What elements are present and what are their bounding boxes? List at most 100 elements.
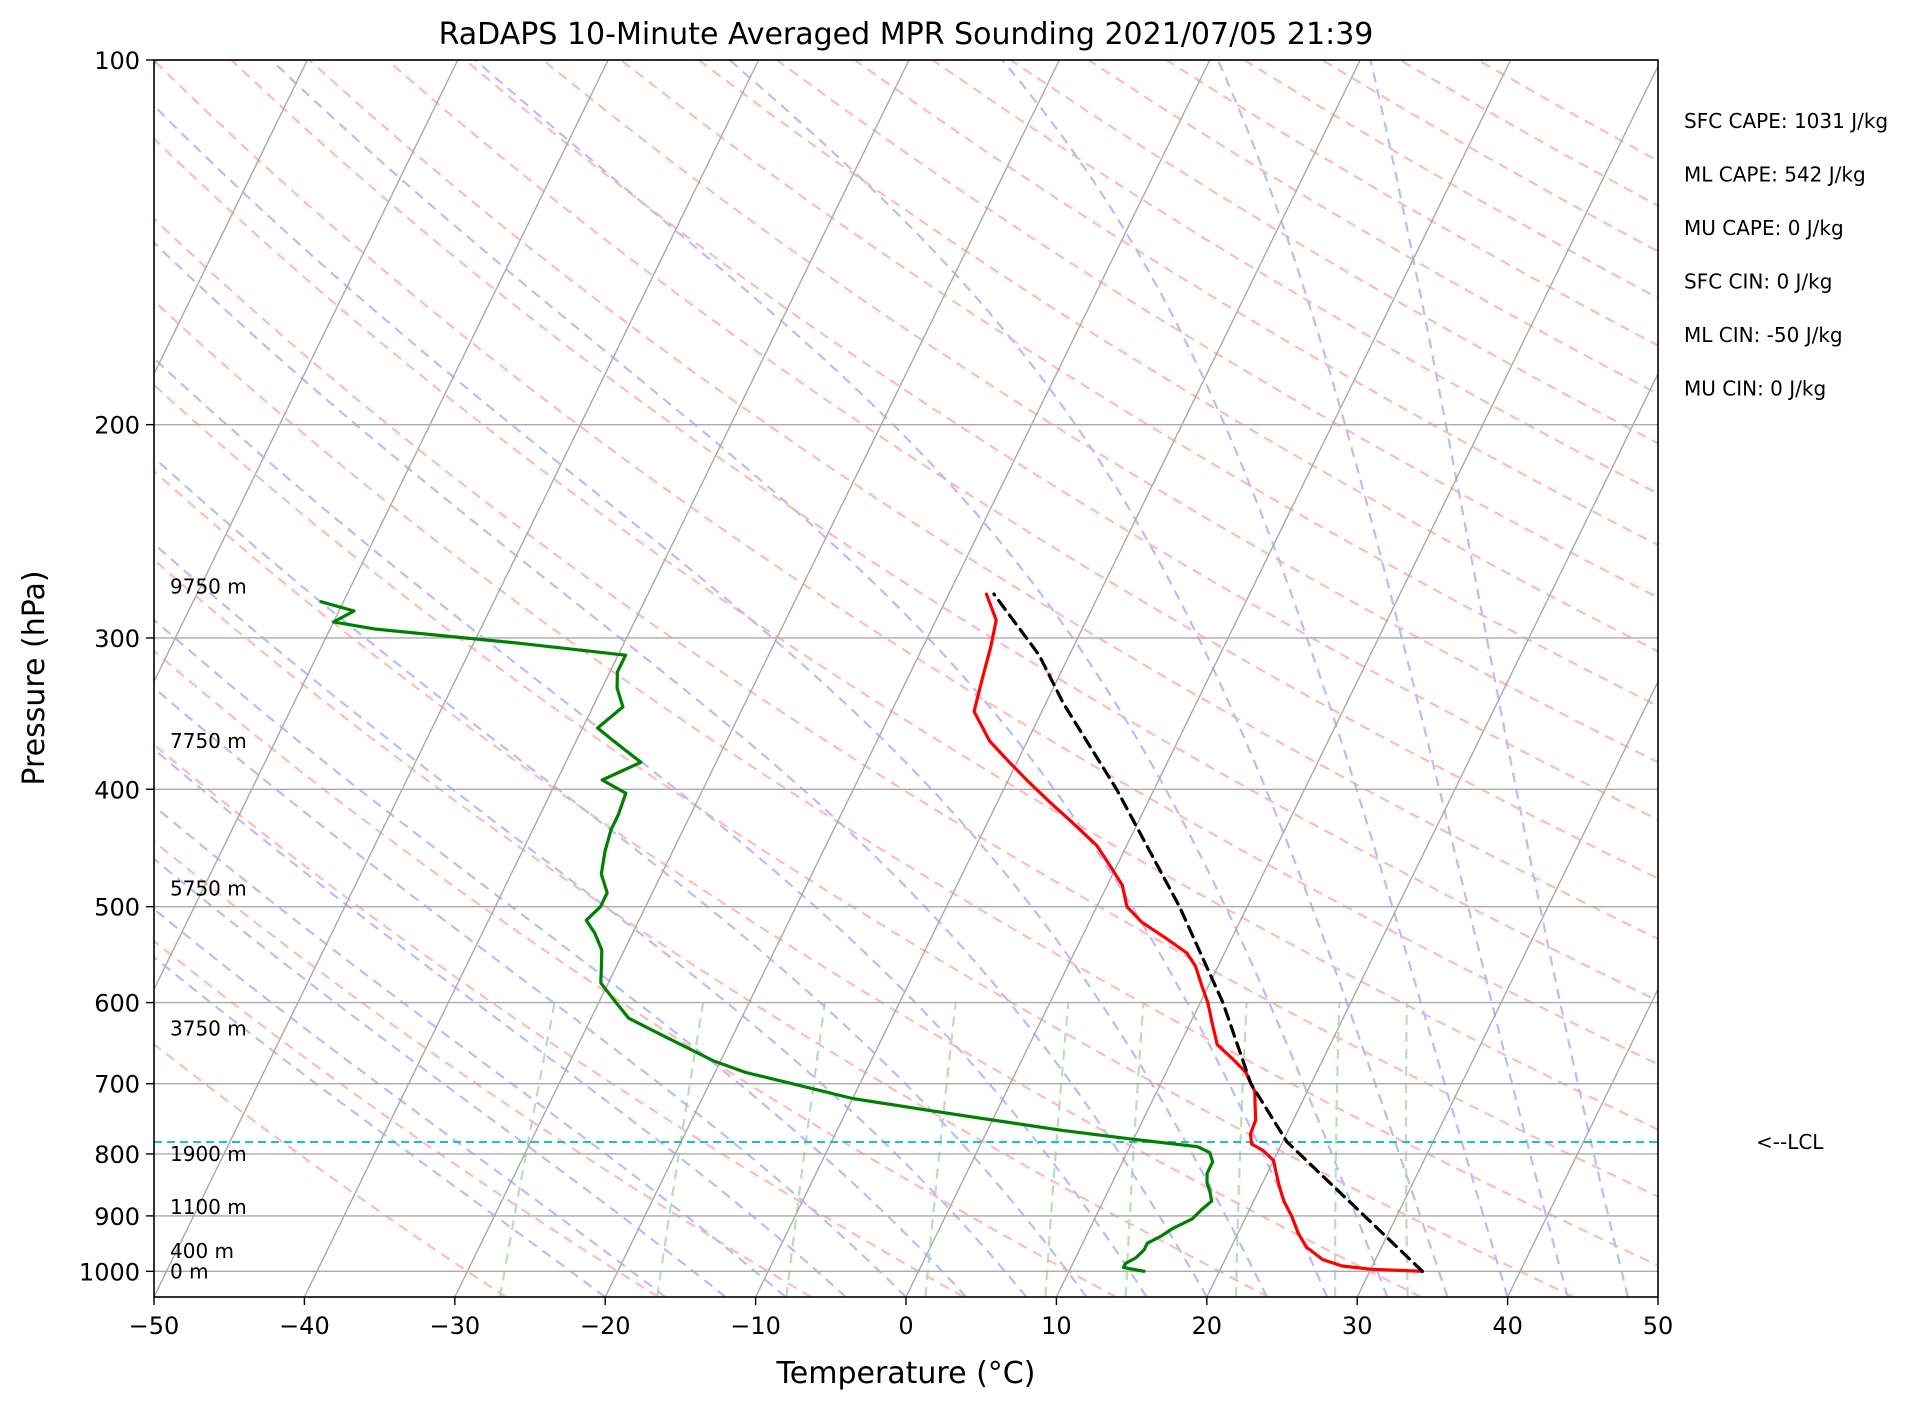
chart-title: RaDAPS 10-Minute Averaged MPR Sounding 2… — [439, 17, 1374, 52]
isotherm-line — [905, 60, 1512, 1297]
moist-adiabat-line — [154, 241, 1208, 1297]
pressure-grid — [154, 60, 1658, 1273]
y-tick-label: 1000 — [79, 1258, 140, 1286]
isotherm-line — [754, 60, 1361, 1297]
y-axis-ticks: 100 200 300 400 500 600 700 800 900 1000 — [79, 47, 154, 1286]
x-tick-label: 50 — [1643, 1312, 1674, 1340]
y-tick-label: 100 — [94, 47, 140, 75]
y-tick-label: 900 — [94, 1203, 140, 1231]
x-tick-label: 20 — [1192, 1312, 1223, 1340]
moist-adiabat-line — [154, 618, 968, 1297]
moist-adiabat-line — [154, 907, 667, 1297]
isotherm-line — [154, 60, 609, 991]
moist-adiabat-line — [1369, 60, 1629, 1297]
mixing-ratio-line — [1333, 1002, 1341, 1297]
moist-adiabat-line — [154, 804, 787, 1297]
dry-adiabat-line — [620, 60, 1658, 708]
moist-adiabat-line — [154, 857, 727, 1297]
x-tick-label: −20 — [580, 1312, 631, 1340]
stat-line: MU CAPE: 0 J/kg — [1684, 216, 1844, 240]
moist-adiabat-line — [154, 955, 606, 1297]
moist-adiabat-line — [154, 686, 907, 1297]
y-tick-label: 800 — [94, 1141, 140, 1169]
height-label: 0 m — [170, 1259, 209, 1283]
dry-adiabat-line — [154, 217, 1658, 1198]
temperature-profile-line — [972, 592, 1425, 1273]
moist-adiabat-line — [154, 356, 1148, 1297]
y-axis-label: Pressure (hPa) — [17, 570, 52, 785]
isotherm-line — [604, 60, 1211, 1297]
moist-adiabat-line — [1216, 60, 1569, 1297]
moist-adiabat-line — [154, 747, 847, 1297]
x-tick-label: −10 — [730, 1312, 781, 1340]
x-tick-label: −50 — [129, 1312, 180, 1340]
isotherm-line — [1356, 679, 1658, 1297]
dry-adiabat-line — [154, 743, 965, 1297]
y-tick-label: 700 — [94, 1071, 140, 1099]
height-label: 1900 m — [170, 1142, 247, 1166]
y-tick-label: 300 — [94, 625, 140, 653]
x-tick-label: 40 — [1492, 1312, 1523, 1340]
x-axis-ticks: −50 −40 −30 −20 −10 0 10 20 30 40 50 — [129, 1297, 1674, 1340]
moist-adiabat-line — [154, 542, 1028, 1297]
x-tick-label: 10 — [1041, 1312, 1072, 1340]
dry-adiabat-line — [386, 60, 1658, 880]
height-label: 400 m — [170, 1239, 234, 1263]
parcel-profile-line — [992, 592, 1425, 1273]
mixing-ratio-line — [1124, 1002, 1145, 1297]
isotherm-line — [454, 60, 1061, 1297]
isotherm-line — [154, 60, 309, 376]
mixing-ratio-line — [656, 1002, 705, 1297]
stat-line: SFC CAPE: 1031 J/kg — [1684, 109, 1888, 133]
dry-adiabat-line — [154, 137, 1658, 1131]
isotherm-line — [1206, 372, 1658, 1297]
height-label: 3750 m — [170, 1016, 247, 1040]
moist-adiabat-line — [474, 60, 1389, 1297]
height-label: 9750 m — [170, 574, 247, 598]
mixing-ratio-line — [498, 1002, 556, 1297]
dry-adiabat-line — [154, 649, 1117, 1297]
y-tick-label: 500 — [94, 894, 140, 922]
mixing-ratio-line — [1234, 1002, 1248, 1297]
x-tick-label: 0 — [898, 1312, 913, 1340]
dry-adiabat-line — [230, 60, 1658, 1002]
x-axis-label: Temperature (°C) — [776, 1356, 1036, 1391]
sounding-series — [319, 592, 1425, 1273]
stats-panel: SFC CAPE: 1031 J/kg ML CAPE: 542 J/kg MU C… — [1684, 109, 1888, 401]
dry-adiabat-line — [154, 939, 660, 1297]
isotherm-line — [1055, 64, 1658, 1297]
dry-adiabat-line — [154, 1042, 507, 1297]
dry-adiabat-line — [308, 60, 1658, 941]
stat-line: MU CIN: 0 J/kg — [1684, 377, 1826, 401]
dry-adiabat-line — [154, 383, 1575, 1297]
moist-adiabats — [154, 60, 1629, 1297]
moist-adiabat-line — [1001, 60, 1509, 1297]
mixing-ratio-line — [785, 1002, 827, 1297]
height-label: 5750 m — [170, 876, 247, 900]
isotherm-line — [1506, 987, 1658, 1297]
moist-adiabat-line — [154, 104, 1268, 1297]
stat-line: ML CAPE: 542 J/kg — [1684, 163, 1866, 187]
lcl-label: <--LCL — [1756, 1130, 1824, 1154]
isotherm-line — [154, 60, 459, 684]
dry-adiabat-line — [154, 299, 1658, 1267]
x-tick-label: −30 — [429, 1312, 480, 1340]
moist-adiabat-line — [728, 60, 1449, 1297]
x-tick-label: −40 — [279, 1312, 330, 1340]
height-labels: 9750 m 7750 m 5750 m 3750 m 1900 m 1100 m 400 … — [170, 574, 247, 1283]
dry-adiabats — [154, 60, 1658, 1297]
dewpoint-profile-line — [319, 600, 1215, 1273]
isotherm-line — [303, 60, 910, 1297]
y-tick-label: 200 — [94, 412, 140, 440]
isotherm-line — [154, 60, 760, 1297]
mixing-ratio-line — [1044, 1002, 1070, 1297]
y-tick-label: 400 — [94, 776, 140, 804]
x-tick-label: 30 — [1342, 1312, 1373, 1340]
stat-line: SFC CIN: 0 J/kg — [1684, 270, 1832, 294]
plot-area — [154, 60, 1658, 1297]
stat-line: ML CIN: -50 J/kg — [1684, 323, 1843, 347]
moist-adiabat-line — [154, 456, 1088, 1297]
height-label: 1100 m — [170, 1195, 247, 1219]
dry-adiabat-line — [542, 60, 1658, 764]
